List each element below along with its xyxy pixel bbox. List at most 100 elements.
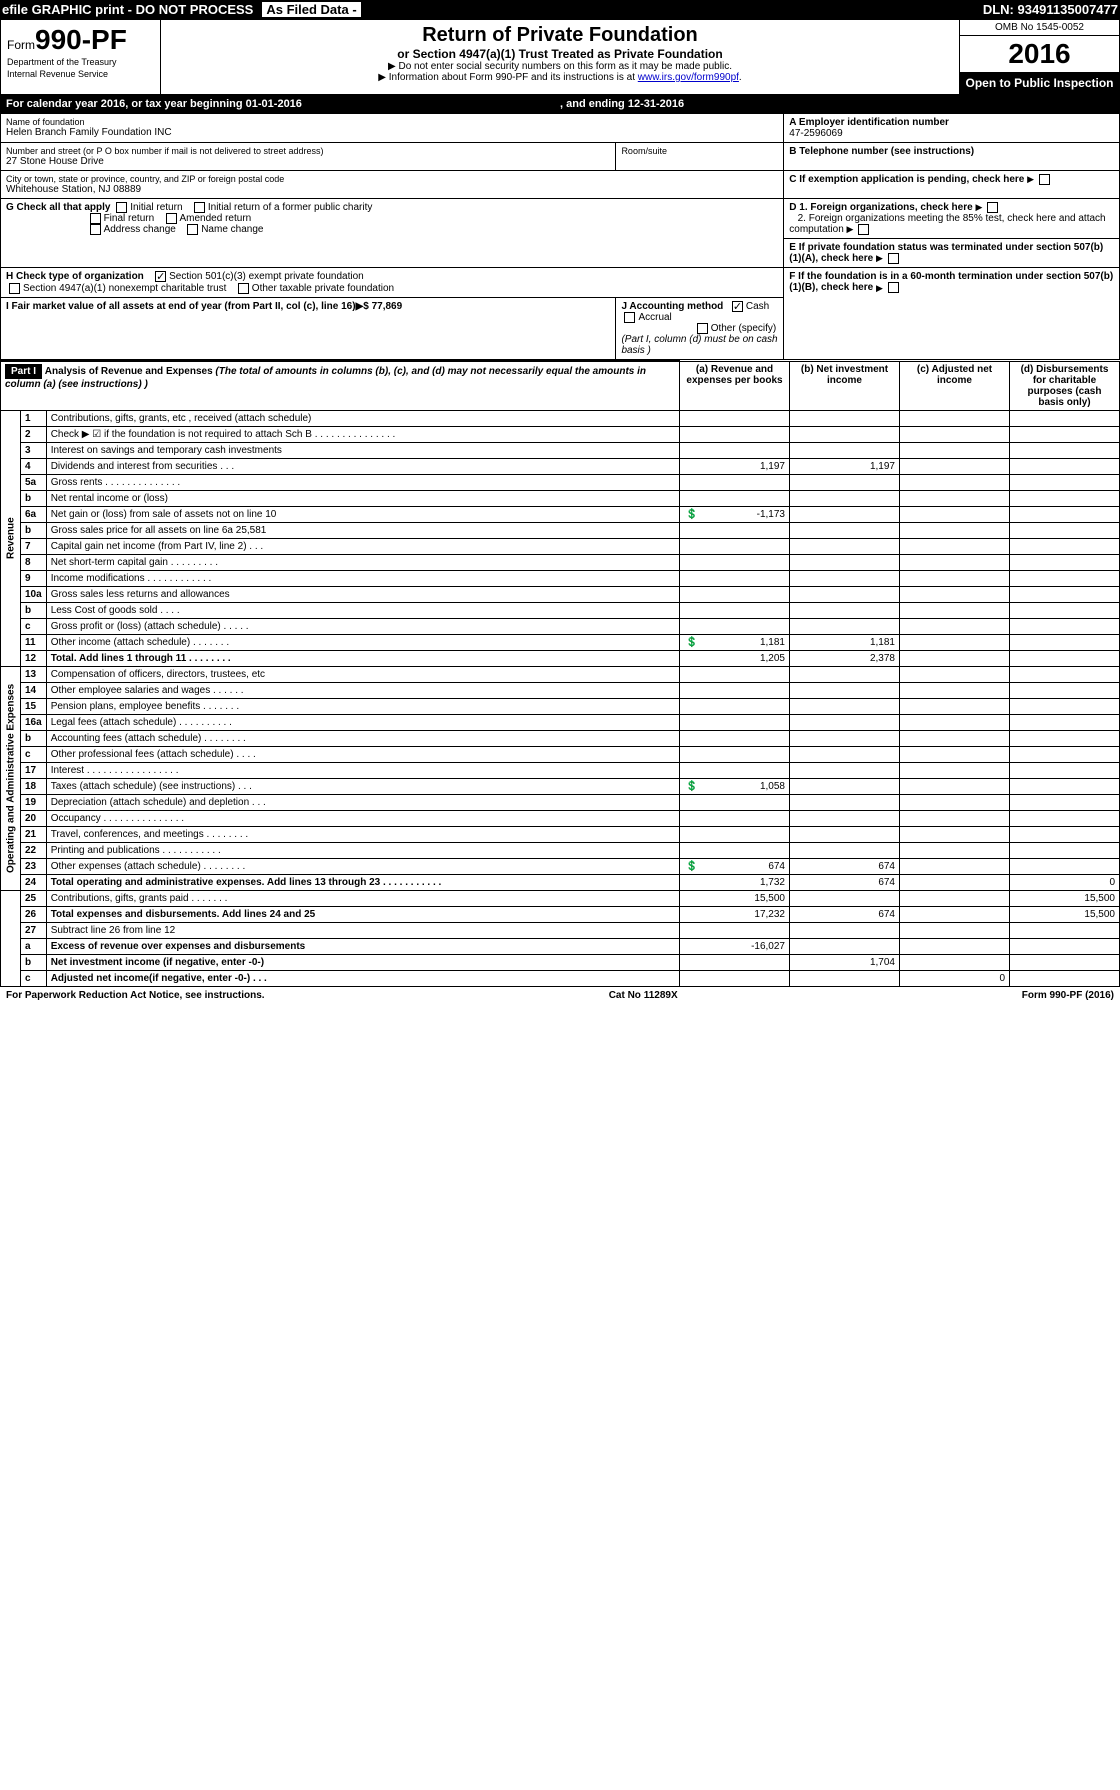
cell-b (790, 522, 900, 538)
row-number: 11 (21, 634, 47, 650)
cell-c (900, 682, 1010, 698)
row-number: 17 (21, 762, 47, 778)
row-number: 5a (21, 474, 47, 490)
cb-4947[interactable] (9, 283, 20, 294)
row-desc: Compensation of officers, directors, tru… (46, 666, 679, 682)
row-number: 14 (21, 682, 47, 698)
attachment-icon[interactable]: 💲 (684, 781, 698, 792)
cell-b (790, 490, 900, 506)
row-number: 9 (21, 570, 47, 586)
cb-other-tax[interactable] (238, 283, 249, 294)
cell-d (1010, 602, 1120, 618)
cell-c (900, 426, 1010, 442)
cell-b (790, 730, 900, 746)
table-row: 25Contributions, gifts, grants paid . . … (1, 890, 1120, 906)
cell-d (1010, 570, 1120, 586)
cell-a (680, 666, 790, 682)
cell-a: 💲1,058 (680, 778, 790, 794)
col-a-header: (a) Revenue and expenses per books (680, 361, 790, 410)
dept-treasury: Department of the Treasury (7, 58, 154, 68)
city-label: City or town, state or province, country… (6, 174, 778, 184)
cb-initial[interactable] (116, 202, 127, 213)
table-row: 6aNet gain or (loss) from sale of assets… (1, 506, 1120, 522)
cb-other-method[interactable] (697, 323, 708, 334)
row-number: 16a (21, 714, 47, 730)
efile-header: efile GRAPHIC print - DO NOT PROCESSAs F… (0, 0, 1120, 19)
row-number: 7 (21, 538, 47, 554)
row-number: 27 (21, 922, 47, 938)
cb-final[interactable] (90, 213, 101, 224)
cell-c (900, 458, 1010, 474)
row-number: c (21, 970, 47, 986)
attachment-icon[interactable]: 💲 (684, 637, 698, 648)
cb-initial-former[interactable] (194, 202, 205, 213)
row-desc: Contributions, gifts, grants, etc , rece… (46, 410, 679, 426)
attachment-icon[interactable]: 💲 (684, 509, 698, 520)
d1-checkbox[interactable] (987, 202, 998, 213)
table-row: 10aGross sales less returns and allowanc… (1, 586, 1120, 602)
cell-a (680, 970, 790, 986)
cell-a (680, 762, 790, 778)
row-number: 18 (21, 778, 47, 794)
row-number: 20 (21, 810, 47, 826)
cell-c (900, 650, 1010, 666)
cell-a: 15,500 (680, 890, 790, 906)
revenue-vertical-label: Revenue (1, 410, 21, 666)
cell-c (900, 954, 1010, 970)
cell-c (900, 938, 1010, 954)
table-row: 23Other expenses (attach schedule) . . .… (1, 858, 1120, 874)
row-number: 12 (21, 650, 47, 666)
c-checkbox[interactable] (1039, 174, 1050, 185)
d2-checkbox[interactable] (858, 224, 869, 235)
row-number: 6a (21, 506, 47, 522)
row-number: b (21, 490, 47, 506)
cb-name-change[interactable] (187, 224, 198, 235)
room-label: Room/suite (621, 146, 778, 156)
as-filed-box: As Filed Data - (261, 1, 361, 18)
cell-a (680, 426, 790, 442)
d1-label: D 1. Foreign organizations, check here (789, 202, 972, 213)
irs-link[interactable]: www.irs.gov/form990pf (638, 72, 739, 83)
e-label: E If private foundation status was termi… (789, 242, 1103, 264)
h-label: H Check type of organization (6, 272, 144, 283)
cb-accrual[interactable] (624, 312, 635, 323)
cal-begin: For calendar year 2016, or tax year begi… (6, 98, 560, 110)
cell-d (1010, 410, 1120, 426)
row-desc: Interest . . . . . . . . . . . . . . . .… (46, 762, 679, 778)
table-row: 8Net short-term capital gain . . . . . .… (1, 554, 1120, 570)
cb-cash[interactable] (732, 301, 743, 312)
cell-c (900, 858, 1010, 874)
phone-label: B Telephone number (see instructions) (789, 146, 1114, 157)
table-row: 19Depreciation (attach schedule) and dep… (1, 794, 1120, 810)
row-desc: Subtract line 26 from line 12 (46, 922, 679, 938)
cell-d (1010, 762, 1120, 778)
cell-c (900, 906, 1010, 922)
col-b-header: (b) Net investment income (790, 361, 900, 410)
cb-501c3[interactable] (155, 271, 166, 282)
cell-d (1010, 506, 1120, 522)
cell-b (790, 794, 900, 810)
cell-d (1010, 922, 1120, 938)
cb-amended[interactable] (166, 213, 177, 224)
calendar-year-row: For calendar year 2016, or tax year begi… (0, 95, 1120, 113)
cell-a (680, 826, 790, 842)
table-row: 21Travel, conferences, and meetings . . … (1, 826, 1120, 842)
cell-d (1010, 714, 1120, 730)
table-row: 4Dividends and interest from securities … (1, 458, 1120, 474)
cb-addr-change[interactable] (90, 224, 101, 235)
cell-c (900, 490, 1010, 506)
row-number: b (21, 954, 47, 970)
cell-b (790, 474, 900, 490)
cell-a (680, 954, 790, 970)
cell-d (1010, 490, 1120, 506)
cell-c (900, 410, 1010, 426)
f-checkbox[interactable] (888, 282, 899, 293)
cell-b (790, 842, 900, 858)
cell-b (790, 826, 900, 842)
cell-c (900, 842, 1010, 858)
attachment-icon[interactable]: 💲 (684, 861, 698, 872)
cell-a (680, 570, 790, 586)
e-checkbox[interactable] (888, 253, 899, 264)
row-desc: Adjusted net income(if negative, enter -… (46, 970, 679, 986)
cell-d (1010, 954, 1120, 970)
